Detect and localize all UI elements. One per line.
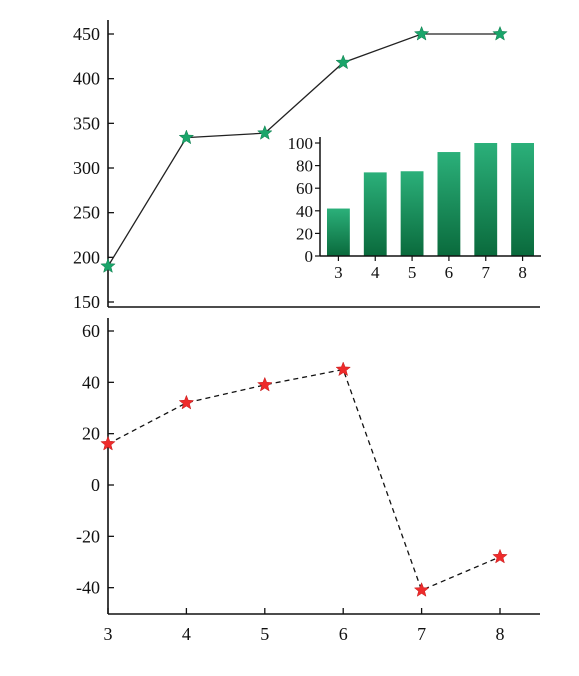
panel-b-series-line [107,368,501,592]
inset-x-tick-label: 5 [408,263,417,282]
panel-b-zeta-potential: 60 40 20 0 -20 -40 3 4 5 6 7 8 [76,318,540,644]
panel-a-data-point-star [178,129,195,145]
panel-b-x-tick-label: 6 [339,624,348,644]
panel-b-data-point-star [178,394,195,410]
inset-x-tick-label: 3 [334,263,343,282]
panel-a-series-line [107,33,500,267]
inset-y-tick-label: 60 [296,179,313,198]
inset-removal-rate-bar-chart: 0 20 40 60 80 100 3 4 5 6 7 8 [288,134,541,282]
inset-bar [363,172,387,256]
panel-a-y-tick-label: 450 [73,24,100,44]
panel-b-data-point-star [335,361,351,377]
panel-a-y-tick-label: 400 [73,69,100,89]
panel-b-x-tick-label: 4 [182,624,191,644]
inset-y-tick-label: 40 [296,202,313,221]
panel-a-data-point-star [492,25,508,41]
inset-y-tick-label: 0 [305,247,314,266]
panel-b-x-tick-label: 8 [496,624,505,644]
panel-a-data-point-star [100,258,116,273]
panel-b-y-tick-label: -20 [76,526,100,546]
panel-a-data-point-star [257,124,273,140]
panel-a-y-tick-label: 150 [73,292,100,312]
panel-b-x-tick-label: 5 [260,624,269,644]
panel-b-y-tick-label: 0 [91,475,100,495]
panel-b-data-point-star [257,376,273,392]
inset-bar [511,143,535,256]
inset-x-tick-label: 4 [371,263,380,282]
inset-bar [474,143,498,256]
panel-b-x-tick-label: 3 [104,624,113,644]
inset-bar [400,171,424,256]
inset-y-tick-label: 100 [288,134,314,153]
panel-a-y-tick-label: 200 [73,247,100,267]
inset-bar [326,208,350,256]
inset-x-tick-label: 8 [518,263,527,282]
inset-y-tick-label: 20 [296,224,313,243]
inset-y-tick-label: 80 [296,157,313,176]
panel-a-y-tick-label: 300 [73,158,100,178]
panel-a-y-tick-label: 250 [73,203,100,223]
panel-b-data-point-star [100,435,116,451]
panel-b-y-tick-label: 40 [82,372,100,392]
panel-b-y-tick-label: -40 [76,578,100,598]
panel-b-x-tick-label: 7 [417,624,426,644]
panel-a-data-point-star [413,25,430,41]
panel-a-y-tick-label: 350 [73,113,100,133]
inset-x-tick-label: 6 [445,263,454,282]
inset-bar [437,152,461,256]
panel-b-y-tick-label: 60 [82,321,100,341]
panel-b-data-point-star [413,582,430,597]
panel-a-data-point-star [335,54,351,70]
panel-b-y-tick-label: 20 [82,424,100,444]
inset-x-tick-label: 7 [482,263,491,282]
panel-b-data-point-star [492,548,508,564]
